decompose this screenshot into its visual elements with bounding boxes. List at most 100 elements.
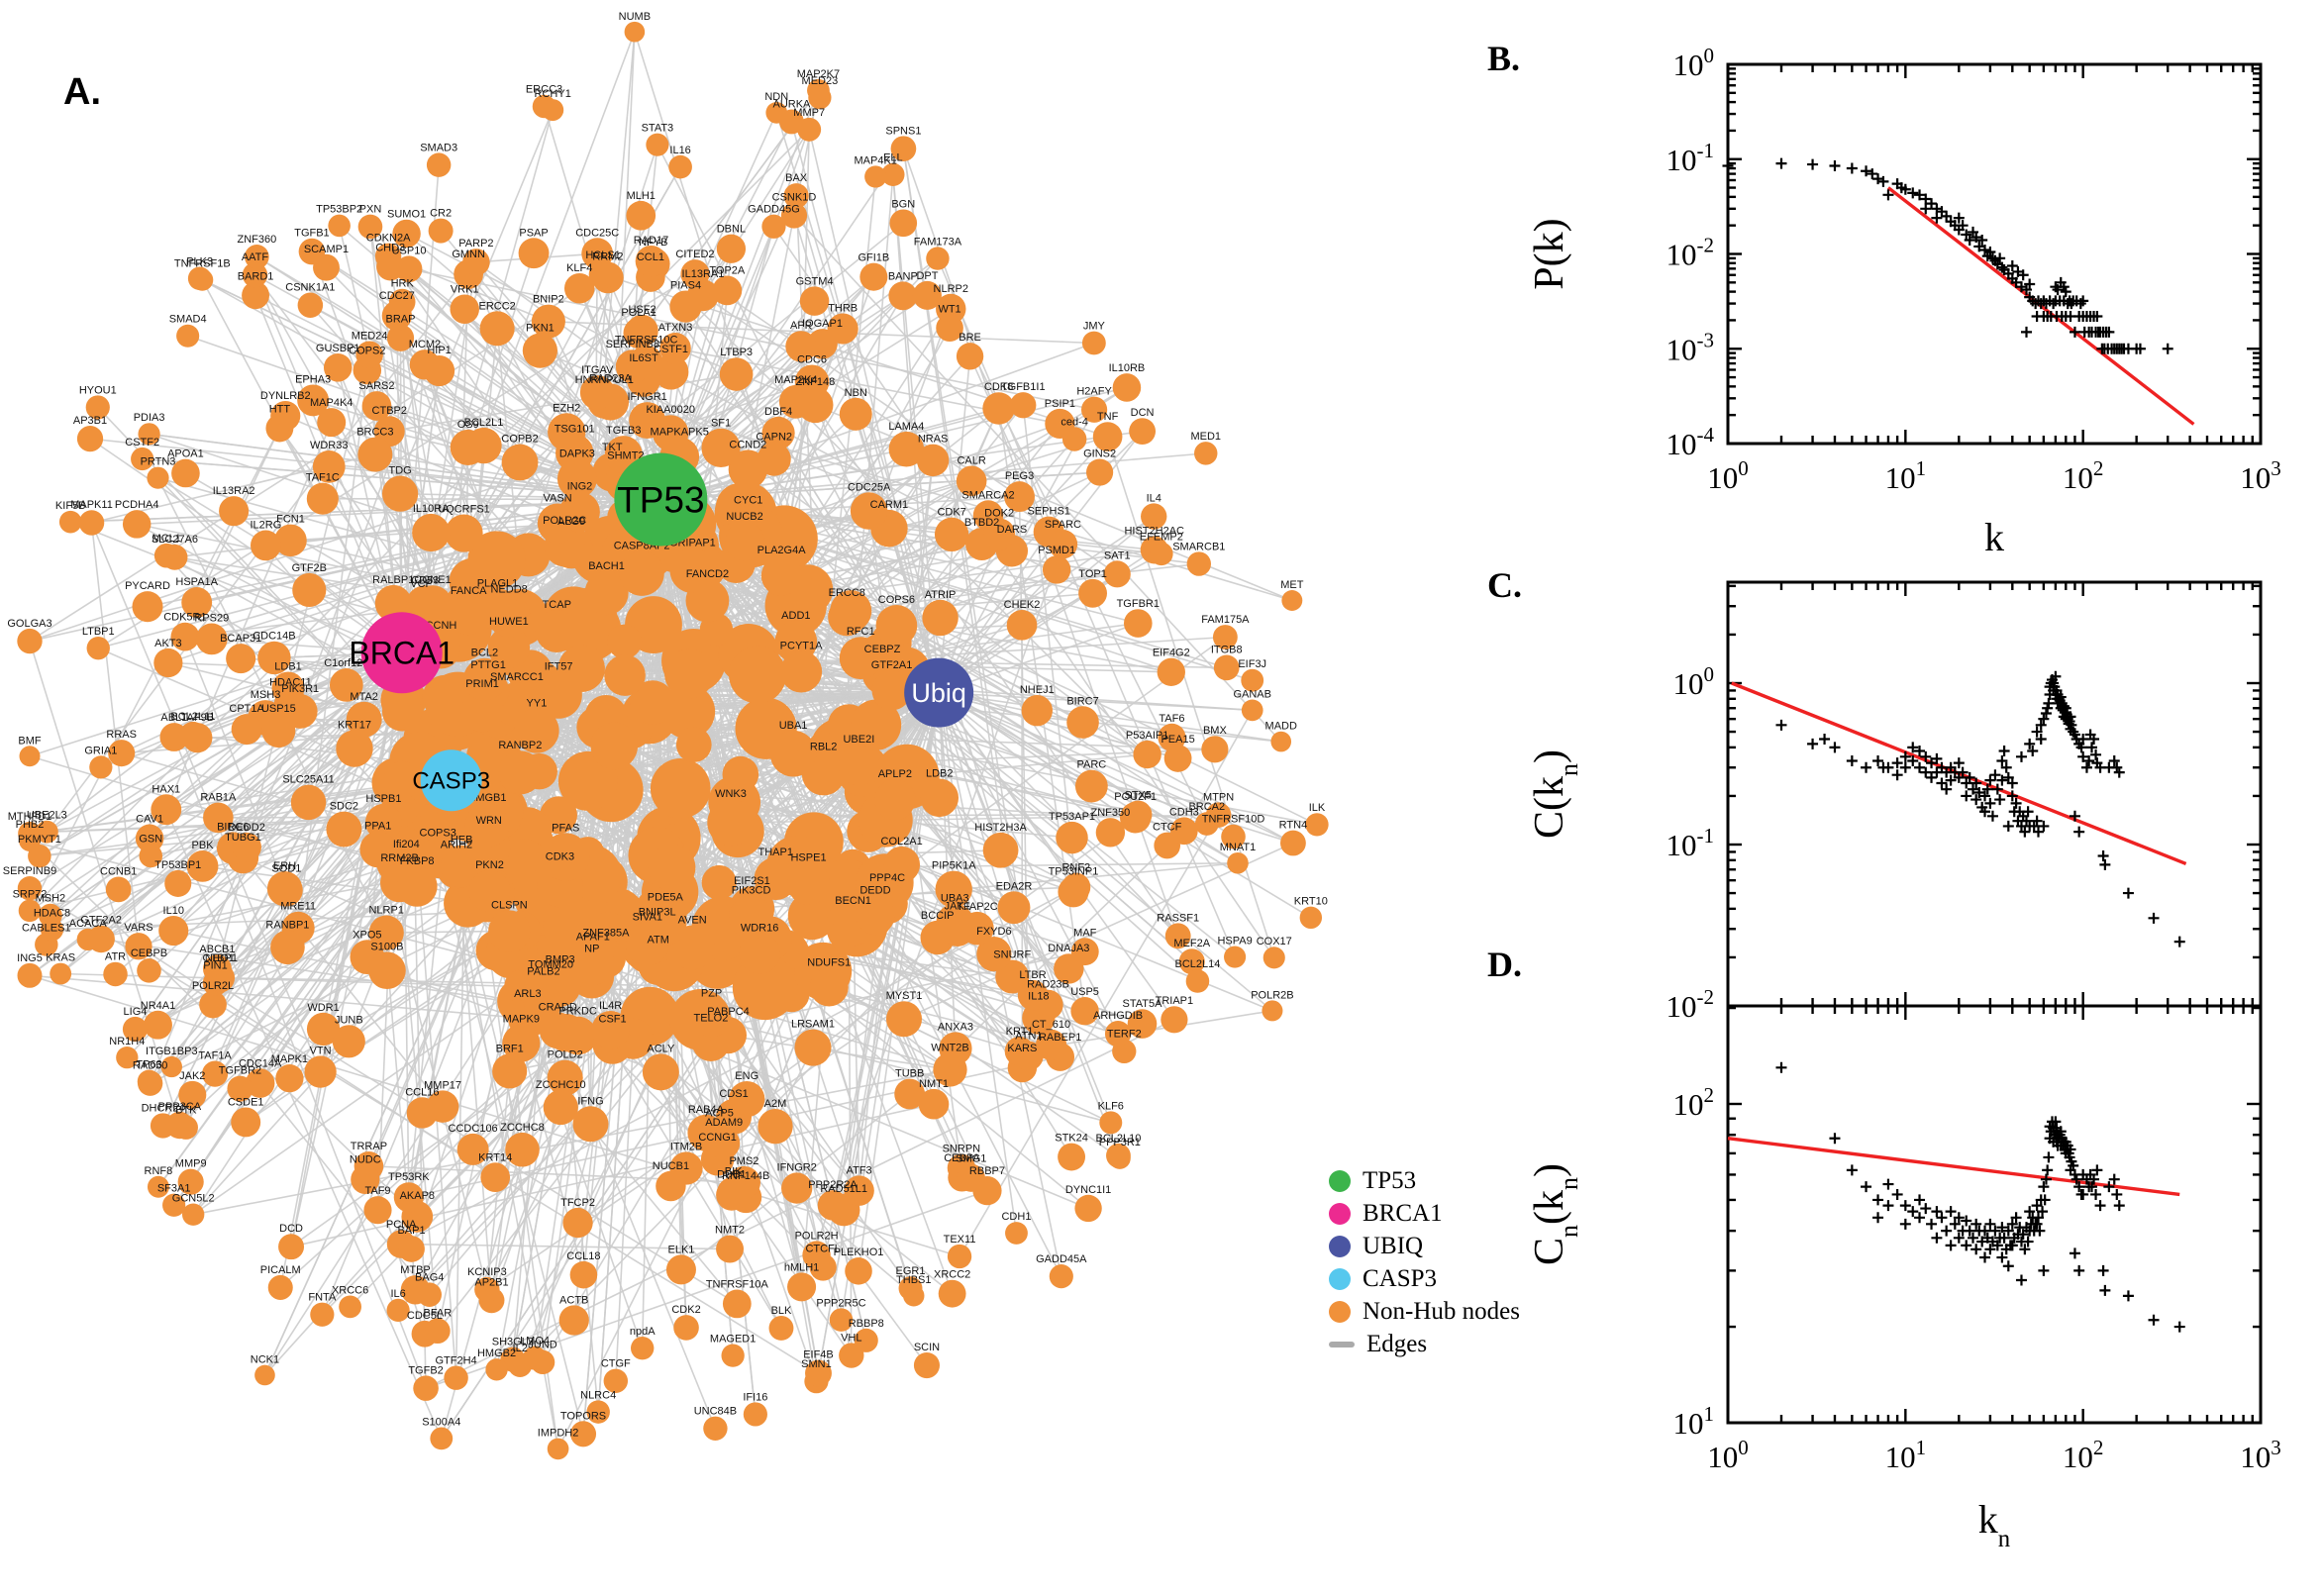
network-node[interactable] [449,596,488,636]
network-node[interactable] [743,1402,767,1427]
network-node[interactable] [539,1012,576,1049]
network-node[interactable] [165,1111,194,1140]
network-node[interactable] [76,425,104,452]
network-node[interactable] [488,910,531,952]
network-node[interactable] [635,245,667,277]
network-node[interactable] [153,543,179,568]
network-node[interactable] [232,832,261,862]
network-node[interactable] [164,869,192,897]
network-node[interactable] [381,475,419,512]
network-node[interactable] [604,654,646,696]
network-node[interactable] [543,896,604,956]
network-node[interactable] [261,714,296,748]
network-node[interactable] [177,1168,204,1195]
network-node[interactable] [761,416,795,449]
network-node[interactable] [809,1253,837,1281]
network-node[interactable] [501,444,539,481]
network-node[interactable] [298,238,326,265]
network-node[interactable] [1305,813,1329,837]
network-node[interactable] [35,820,58,844]
network-node[interactable] [19,746,41,767]
network-node[interactable] [1092,422,1123,451]
network-node[interactable] [508,1352,533,1377]
network-node[interactable] [1280,830,1306,856]
network-node[interactable] [1262,1000,1283,1022]
network-node[interactable] [178,1080,207,1109]
network-node[interactable] [310,1302,335,1327]
network-node[interactable] [1141,503,1167,530]
network-node[interactable] [797,117,822,142]
network-node[interactable] [359,831,397,868]
network-node[interactable] [227,1075,253,1102]
network-node[interactable] [956,465,987,497]
network-node[interactable] [588,259,618,289]
network-node[interactable] [1213,654,1240,681]
network-node[interactable] [1129,418,1157,446]
network-node[interactable] [781,1172,813,1204]
network-node[interactable] [1049,1264,1073,1289]
network-node[interactable] [462,249,490,276]
network-node[interactable] [665,1254,696,1285]
network-node[interactable] [708,1127,741,1159]
network-node[interactable] [462,657,506,701]
network-node[interactable] [650,758,711,819]
network-node[interactable] [17,962,43,988]
network-node[interactable] [201,1060,229,1087]
hub-node-ubiq[interactable] [904,657,974,728]
network-node[interactable] [131,447,154,471]
hub-node-brca1[interactable] [360,612,443,694]
network-node[interactable] [1042,555,1071,584]
network-node[interactable] [186,849,219,882]
network-node[interactable] [368,915,404,950]
network-node[interactable] [346,701,382,738]
network-node[interactable] [160,1055,182,1078]
network-node[interactable] [828,598,866,637]
network-node[interactable] [386,1298,410,1323]
network-node[interactable] [357,437,393,472]
network-node[interactable] [492,1053,528,1089]
network-node[interactable] [844,1175,874,1206]
network-node[interactable] [430,1427,454,1450]
network-node[interactable] [267,1274,293,1300]
network-node[interactable] [406,585,445,624]
network-node[interactable] [122,1016,149,1043]
network-node[interactable] [1061,872,1091,902]
network-node[interactable] [894,1078,926,1110]
network-node[interactable] [171,458,200,488]
network-node[interactable] [874,779,916,821]
network-node[interactable] [505,1132,540,1167]
network-node[interactable] [103,961,128,987]
network-node[interactable] [147,1175,169,1198]
network-node[interactable] [630,680,675,725]
network-node[interactable] [758,1109,793,1145]
network-node[interactable] [242,262,268,288]
network-node[interactable] [1056,821,1088,854]
network-node[interactable] [219,496,250,527]
network-node[interactable] [572,1106,609,1143]
network-node[interactable] [179,721,207,749]
network-node[interactable] [838,745,880,786]
network-node[interactable] [859,262,888,291]
network-node[interactable] [364,803,402,841]
network-node[interactable] [1227,851,1249,874]
network-node[interactable] [317,408,347,438]
network-node[interactable] [956,343,984,370]
network-node[interactable] [388,288,416,316]
network-node[interactable] [1014,1041,1044,1071]
network-node[interactable] [626,200,656,231]
network-node[interactable] [659,333,691,364]
network-node[interactable] [1086,458,1114,486]
network-node[interactable] [144,1010,172,1040]
network-node[interactable] [787,1272,817,1302]
network-node[interactable] [918,1088,950,1120]
network-node[interactable] [1157,657,1185,687]
network-node[interactable] [624,21,646,43]
network-node[interactable] [203,802,234,834]
network-node[interactable] [1186,551,1212,576]
network-node[interactable] [1281,590,1303,611]
network-node[interactable] [982,832,1019,868]
network-node[interactable] [757,442,791,476]
network-node[interactable] [856,895,895,936]
network-node[interactable] [664,648,715,699]
network-node[interactable] [1164,923,1191,949]
